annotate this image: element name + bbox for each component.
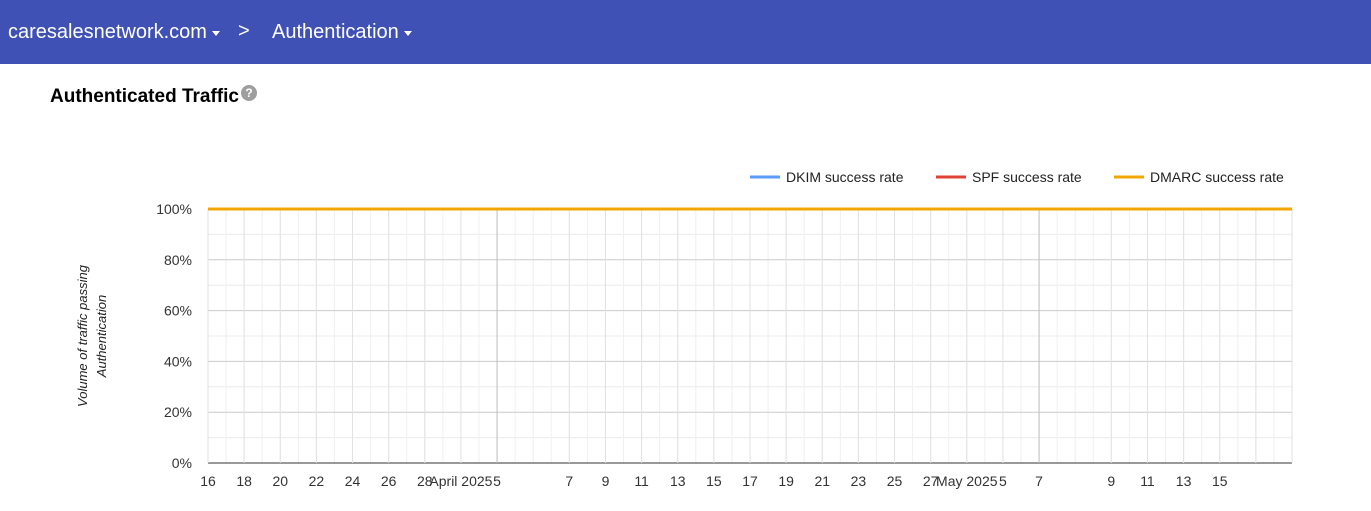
x-tick-label: 5 xyxy=(999,473,1007,489)
domain-selector[interactable]: caresalesnetwork.com xyxy=(8,21,220,44)
chevron-right-icon: > xyxy=(238,20,250,42)
x-tick-label: 23 xyxy=(851,473,867,489)
chart-legend: DKIM success rate SPF success rate DMARC s… xyxy=(750,169,1284,185)
help-icon[interactable]: ? xyxy=(240,85,257,101)
page-title: Authenticated Traffic ? xyxy=(50,85,257,108)
x-tick-label: 9 xyxy=(602,473,610,489)
x-tick-label: 13 xyxy=(1176,473,1192,489)
x-tick-label: 17 xyxy=(742,473,758,489)
legend-label: DKIM success rate xyxy=(786,169,904,185)
x-tick-label: 22 xyxy=(309,473,325,489)
domain-label: caresalesnetwork.com xyxy=(8,21,207,43)
x-tick-label: 13 xyxy=(670,473,686,489)
section-selector[interactable]: Authentication xyxy=(272,21,412,44)
chart-major-gridlines xyxy=(207,208,1293,464)
y-tick-label: 100% xyxy=(156,201,192,217)
x-tick-label: 21 xyxy=(814,473,830,489)
x-tick-label: 7 xyxy=(565,473,573,489)
y-tick-label: 40% xyxy=(164,353,192,369)
y-axis-title-line-1: Volume of traffic passing xyxy=(75,264,90,407)
legend-label: SPF success rate xyxy=(972,169,1082,185)
chart-minor-gridlines xyxy=(207,209,1293,463)
y-axis-title-line-2: Authentication xyxy=(94,295,109,378)
x-tick-label: 11 xyxy=(634,473,649,489)
x-tick-label: 20 xyxy=(272,473,288,489)
x-tick-label: 7 xyxy=(1035,473,1043,489)
x-tick-label: 19 xyxy=(778,473,794,489)
x-tick-label: 24 xyxy=(345,473,361,489)
x-tick-label: 15 xyxy=(706,473,722,489)
x-tick-label: 15 xyxy=(1212,473,1228,489)
x-tick-label: 18 xyxy=(236,473,252,489)
legend-label: DMARC success rate xyxy=(1150,169,1284,185)
x-tick-label: 9 xyxy=(1107,473,1115,489)
x-tick-label: 28 xyxy=(417,473,433,489)
x-tick-label: 16 xyxy=(200,473,216,489)
y-tick-label: 80% xyxy=(164,252,192,268)
x-tick-label: 27 xyxy=(923,473,939,489)
x-tick-label: May 2025 xyxy=(936,473,998,489)
chart-y-axis: 0% 20% 40% 60% 80% 100% xyxy=(156,201,192,471)
y-tick-label: 60% xyxy=(164,303,192,319)
x-tick-label: 5 xyxy=(493,473,501,489)
y-tick-label: 0% xyxy=(172,455,192,471)
x-tick-label: April 2025 xyxy=(429,473,492,489)
page-title-text: Authenticated Traffic xyxy=(50,86,239,107)
x-tick-label: 25 xyxy=(887,473,903,489)
chevron-down-icon xyxy=(211,31,220,36)
chevron-down-icon xyxy=(403,31,412,36)
y-tick-label: 20% xyxy=(164,404,192,420)
top-app-bar: caresalesnetwork.com > Authentication xyxy=(0,0,1371,64)
x-tick-label: 26 xyxy=(381,473,397,489)
section-label: Authentication xyxy=(272,21,399,43)
x-tick-label: 11 xyxy=(1140,473,1155,489)
